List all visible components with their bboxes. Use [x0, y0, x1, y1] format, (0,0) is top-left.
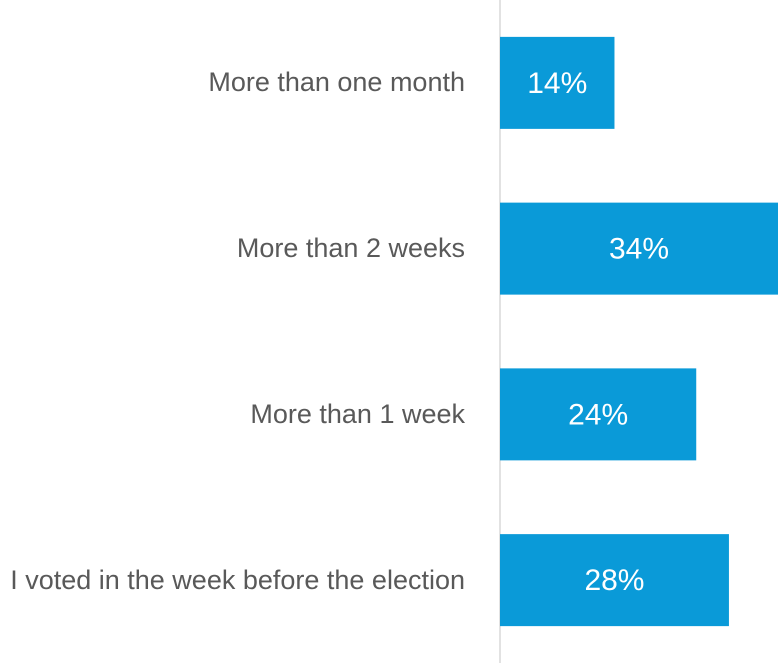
category-label: More than 2 weeks	[236, 233, 465, 264]
category-label-box: More than 1 week	[0, 332, 465, 498]
category-label: I voted in the week before the election	[10, 564, 465, 595]
bar	[500, 534, 729, 627]
category-label-box: I voted in the week before the election	[0, 497, 465, 663]
value-label: 34%	[609, 233, 669, 266]
bar	[500, 368, 697, 461]
value-label: 14%	[527, 67, 587, 100]
bar	[500, 202, 778, 295]
value-label: 24%	[568, 398, 628, 431]
value-label: 28%	[584, 564, 644, 597]
category-label: More than one month	[208, 67, 465, 98]
category-label-box: More than one month	[0, 0, 465, 166]
category-label: More than 1 week	[250, 398, 465, 429]
bar	[500, 36, 615, 129]
category-label-box: More than 2 weeks	[0, 166, 465, 332]
